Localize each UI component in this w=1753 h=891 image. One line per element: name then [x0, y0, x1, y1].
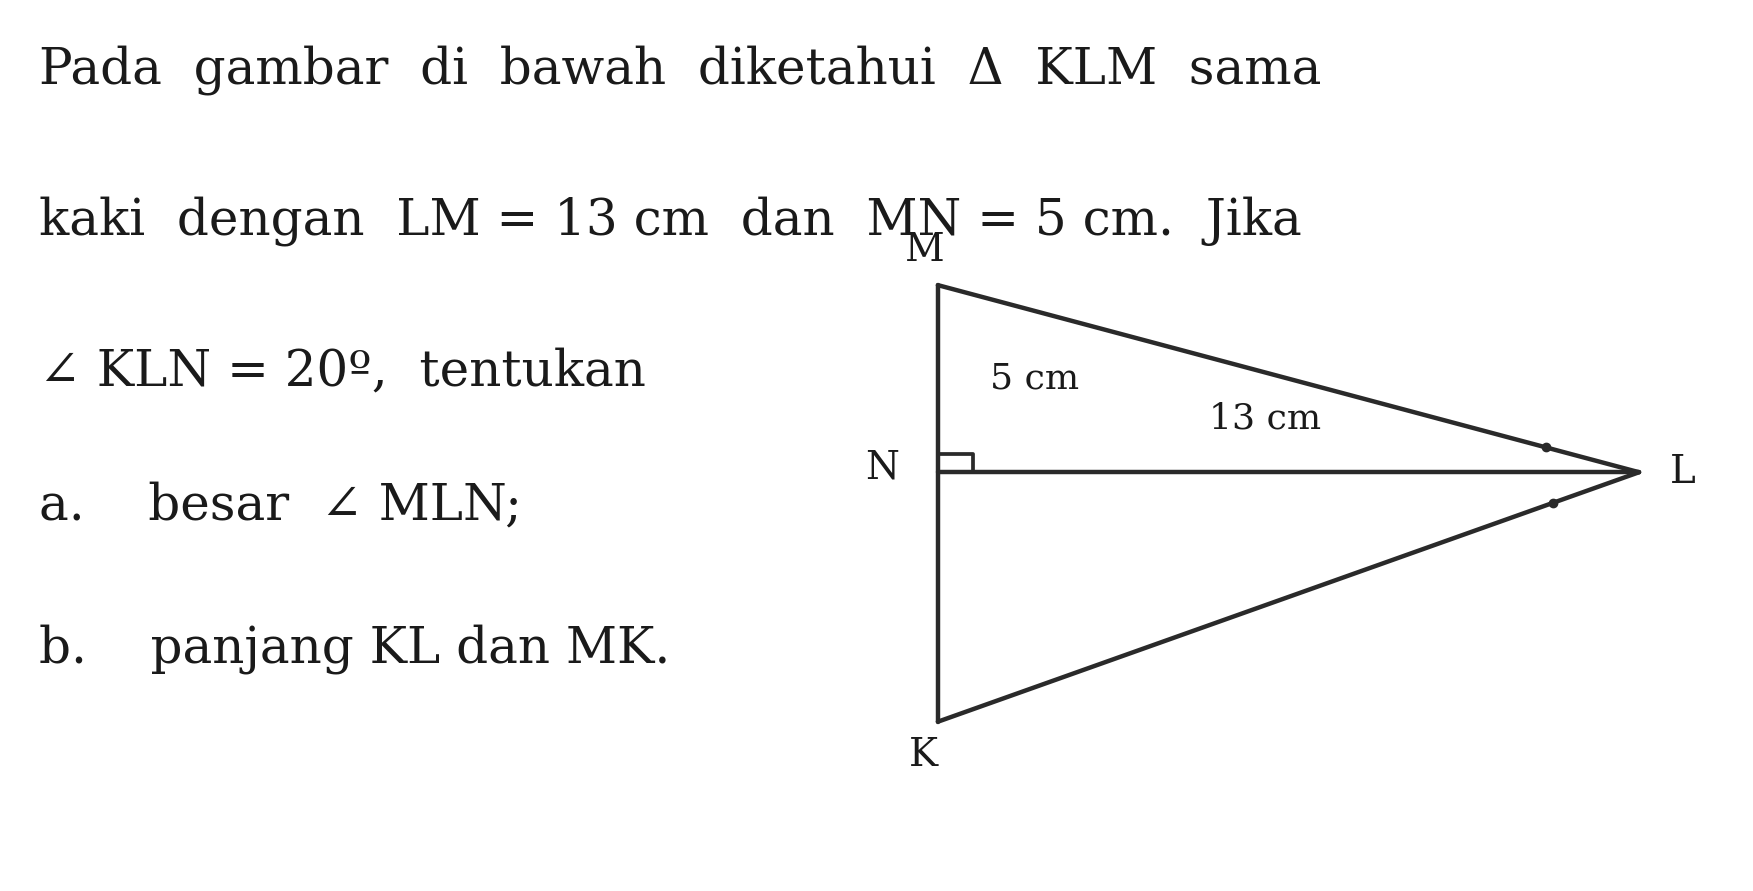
Text: b.    panjang KL dan MK.: b. panjang KL dan MK.: [39, 624, 670, 674]
Text: a.    besar  ∠ MLN;: a. besar ∠ MLN;: [39, 481, 521, 531]
Text: N: N: [866, 449, 899, 486]
Text: kaki  dengan  LM = 13 cm  dan  MN = 5 cm.  Jika: kaki dengan LM = 13 cm dan MN = 5 cm. Ji…: [39, 196, 1301, 246]
Text: K: K: [910, 738, 938, 774]
Text: 5 cm: 5 cm: [990, 362, 1080, 396]
Text: Pada  gambar  di  bawah  diketahui  Δ  KLM  sama: Pada gambar di bawah diketahui Δ KLM sam…: [39, 45, 1322, 94]
Text: L: L: [1671, 454, 1695, 491]
Text: ∠ KLN = 20º,  tentukan: ∠ KLN = 20º, tentukan: [39, 347, 645, 397]
Text: 13 cm: 13 cm: [1210, 401, 1322, 435]
Text: M: M: [905, 233, 943, 269]
